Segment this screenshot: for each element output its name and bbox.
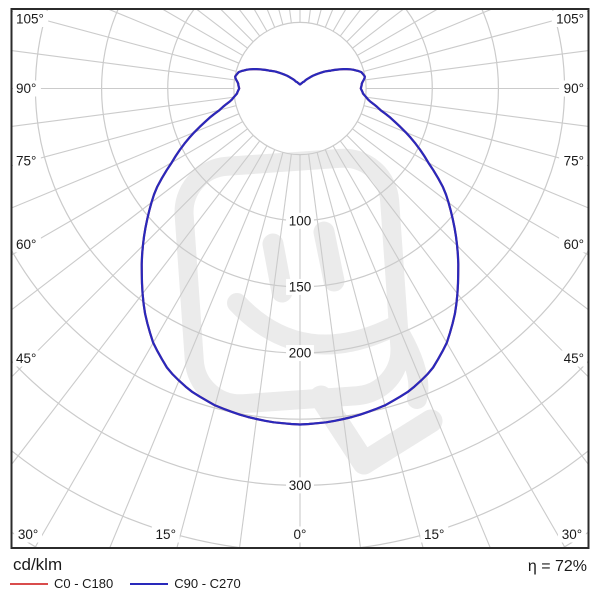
watermark-plug-logo — [174, 148, 443, 475]
svg-text:75°: 75° — [16, 153, 36, 168]
svg-text:105°: 105° — [16, 12, 44, 27]
svg-text:105°: 105° — [556, 12, 584, 27]
svg-text:30°: 30° — [562, 527, 582, 542]
svg-text:100: 100 — [289, 213, 312, 228]
angle-labels: 105° 105° 90° 90° 75° 75° 60° 60° 45° 45° 30° 15° 0°… — [13, 11, 587, 543]
svg-text:30°: 30° — [18, 527, 38, 542]
svg-text:150: 150 — [289, 279, 312, 294]
legend-item-c90-label: C90 - C270 — [174, 576, 241, 591]
svg-text:75°: 75° — [564, 153, 584, 168]
radial-value-labels: 100 150 200 300 — [286, 212, 314, 494]
legend-item-c90: C90 - C270 — [130, 576, 241, 591]
svg-text:60°: 60° — [16, 237, 36, 252]
svg-text:60°: 60° — [564, 237, 584, 252]
legend: C0 - C180 C90 - C270 — [10, 575, 258, 592]
svg-text:300: 300 — [289, 478, 312, 493]
plot-border — [10, 8, 590, 549]
legend-line-c90-icon — [130, 582, 169, 585]
legend-line-c0-icon — [10, 582, 48, 585]
intensity-curves — [140, 68, 460, 426]
svg-text:90°: 90° — [564, 81, 584, 96]
svg-text:90°: 90° — [16, 81, 36, 96]
unit-label: cd/klm — [13, 555, 63, 574]
svg-text:0°: 0° — [294, 527, 307, 542]
legend-item-c0: C0 - C180 — [10, 576, 113, 591]
svg-text:15°: 15° — [156, 527, 176, 542]
svg-text:45°: 45° — [564, 351, 584, 366]
svg-text:45°: 45° — [16, 351, 36, 366]
efficiency-label: η = 72% — [527, 558, 587, 575]
svg-text:15°: 15° — [424, 527, 444, 542]
svg-text:200: 200 — [289, 346, 312, 361]
legend-item-c0-label: C0 - C180 — [54, 576, 114, 591]
